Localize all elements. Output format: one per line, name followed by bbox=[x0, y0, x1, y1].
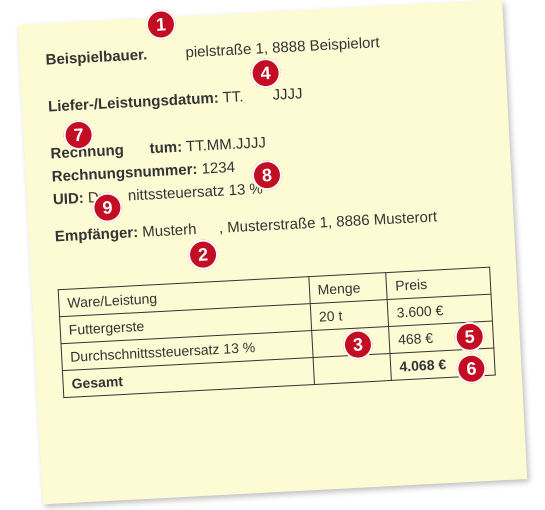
invoice-no-value: 1234 bbox=[201, 159, 235, 178]
col-qty: Menge bbox=[308, 273, 387, 304]
uid-label: UID: bbox=[53, 190, 85, 209]
invoice-table: Ware/Leistung Menge Preis Futtergerste 2… bbox=[58, 267, 496, 399]
sender-label: Beispielbauer. bbox=[45, 46, 147, 68]
sender-rest: pielstraße 1, 8888 Beispielort bbox=[185, 34, 380, 61]
invoice-date-value: TT.MM.JJJJ bbox=[186, 134, 267, 155]
delivery-date-value-b: JJJJ bbox=[272, 85, 303, 104]
recipient-label: Empfänger: bbox=[54, 224, 138, 245]
invoice-date-label-b: tum: bbox=[149, 139, 182, 158]
recipient-value-a: Musterh bbox=[142, 221, 197, 241]
row1-qty: 20 t bbox=[310, 300, 389, 331]
invoice-no-label: Rechnungsnummer: bbox=[51, 161, 198, 186]
uid-value-b: nittssteuersatz 13 % bbox=[127, 180, 263, 204]
delivery-date-value-a: TT. bbox=[222, 88, 244, 106]
badge-1: 1 bbox=[145, 9, 177, 41]
invoice-note: Beispielbauer. XXX pielstraße 1, 8888 Be… bbox=[18, 0, 527, 504]
badge-6: 6 bbox=[456, 353, 488, 385]
